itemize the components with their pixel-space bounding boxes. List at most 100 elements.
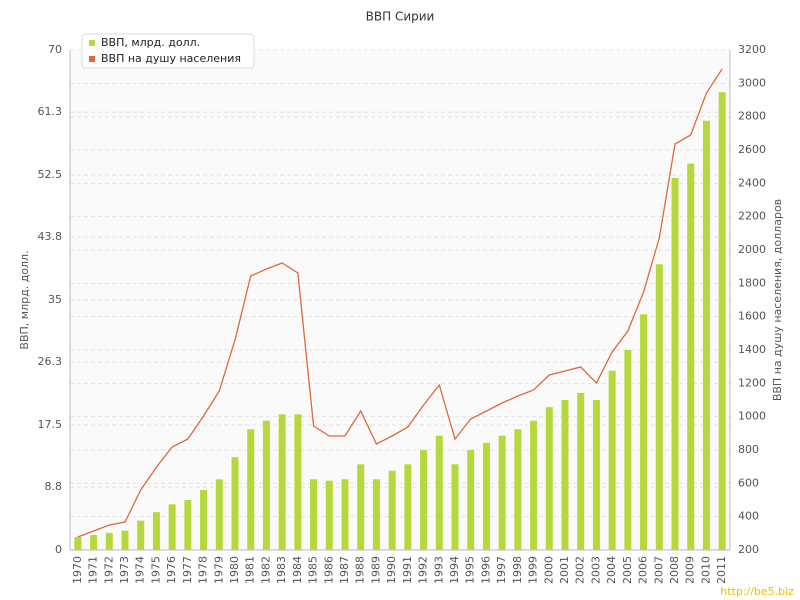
y-tick-label: 61.3 xyxy=(38,105,63,118)
y-tick-label: 26.3 xyxy=(38,355,63,368)
x-tick-label: 2008 xyxy=(668,556,681,584)
x-tick-label: 1975 xyxy=(149,556,162,584)
x-tick-label: 1983 xyxy=(275,556,288,584)
x-tick-label: 1984 xyxy=(291,556,304,584)
x-tick-label: 1995 xyxy=(464,556,477,584)
y-axis-label: ВВП, млрд. долл. xyxy=(18,250,31,349)
x-tick-label: 1992 xyxy=(417,556,430,584)
bar xyxy=(262,420,270,550)
y2-tick-label: 2000 xyxy=(738,243,766,256)
y2-tick-label: 1400 xyxy=(738,343,766,356)
y2-tick-label: 3000 xyxy=(738,76,766,89)
x-tick-label: 2002 xyxy=(574,556,587,584)
x-tick-label: 1981 xyxy=(244,556,257,584)
bar xyxy=(640,314,648,550)
x-tick-label: 2003 xyxy=(589,556,602,584)
x-tick-label: 1972 xyxy=(102,556,115,584)
bar xyxy=(200,490,208,550)
x-tick-label: 1994 xyxy=(448,556,461,584)
legend: ВВП, млрд. долл. ВВП на душу населения xyxy=(81,33,255,69)
bar xyxy=(530,420,538,550)
x-tick-label: 1997 xyxy=(495,556,508,584)
x-tick-label: 1978 xyxy=(197,556,210,584)
x-tick-label: 1998 xyxy=(511,556,524,584)
x-tick-label: 1973 xyxy=(118,556,131,584)
x-tick-label: 1987 xyxy=(338,556,351,584)
x-tick-label: 1971 xyxy=(87,556,100,584)
bar xyxy=(561,400,569,550)
bar xyxy=(341,479,349,550)
x-tick-label: 1977 xyxy=(181,556,194,584)
bar xyxy=(105,532,113,550)
bar xyxy=(121,530,129,550)
bar xyxy=(388,470,396,550)
y-tick-label: 35 xyxy=(48,293,62,306)
bar xyxy=(325,480,333,550)
bar xyxy=(404,464,412,550)
x-tick-label: 1996 xyxy=(479,556,492,584)
bar xyxy=(655,264,663,550)
bar xyxy=(372,479,380,550)
line xyxy=(77,68,723,538)
y-tick-label: 0 xyxy=(55,543,62,556)
x-tick-label: 1979 xyxy=(212,556,225,584)
bar xyxy=(435,435,443,550)
bar xyxy=(702,120,710,550)
bar xyxy=(215,479,223,550)
y-tick-label: 70 xyxy=(48,43,62,56)
bar xyxy=(545,407,553,550)
legend-swatch xyxy=(89,56,95,62)
x-tick-label: 2004 xyxy=(605,556,618,584)
bar xyxy=(577,392,585,550)
y2-tick-label: 3200 xyxy=(738,43,766,56)
y2-tick-label: 2200 xyxy=(738,210,766,223)
bar xyxy=(294,414,302,550)
x-tick-label: 2010 xyxy=(699,556,712,584)
x-tick-label: 2007 xyxy=(652,556,665,584)
bar xyxy=(357,464,365,550)
legend-swatch xyxy=(89,40,95,46)
legend-label: ВВП на душу населения xyxy=(101,52,241,65)
x-tick-label: 1993 xyxy=(432,556,445,584)
y-tick-label: 52.5 xyxy=(38,168,63,181)
legend-box xyxy=(81,33,255,69)
bar xyxy=(482,442,490,550)
x-tick-label: 1980 xyxy=(228,556,241,584)
y2-tick-label: 600 xyxy=(738,476,759,489)
bar xyxy=(310,479,318,550)
chart-title: ВВП Сирии xyxy=(366,10,435,24)
x-tick-label: 2000 xyxy=(542,556,555,584)
y2-axis-label: ВВП на душу населения, долларов xyxy=(771,199,784,401)
y-tick-label: 8.8 xyxy=(45,480,63,493)
bar xyxy=(608,370,616,550)
bar xyxy=(420,450,428,550)
bar xyxy=(152,512,160,550)
bar xyxy=(184,500,192,550)
y2-tick-label: 800 xyxy=(738,443,759,456)
watermark: http://be5.biz xyxy=(720,585,794,598)
bar xyxy=(231,457,239,550)
bar xyxy=(592,400,600,550)
x-tick-label: 1976 xyxy=(165,556,178,584)
bar xyxy=(247,429,255,550)
x-tick-label: 2001 xyxy=(558,556,571,584)
bar xyxy=(687,163,695,551)
y2-tick-label: 1200 xyxy=(738,376,766,389)
x-tick-label: 1988 xyxy=(354,556,367,584)
y2-tick-label: 2400 xyxy=(738,176,766,189)
x-tick-label: 1982 xyxy=(259,556,272,584)
x-tick-label: 1990 xyxy=(385,556,398,584)
y-tick-label: 43.8 xyxy=(38,230,63,243)
x-tick-label: 1974 xyxy=(134,556,147,584)
bar xyxy=(451,464,459,550)
bar xyxy=(671,177,679,550)
x-tick-label: 1986 xyxy=(322,556,335,584)
x-tick-label: 2009 xyxy=(684,556,697,584)
y2-tick-label: 200 xyxy=(738,543,759,556)
bar xyxy=(278,414,286,550)
bar xyxy=(90,535,98,550)
x-tick-label: 2005 xyxy=(621,556,634,584)
x-tick-label: 1989 xyxy=(369,556,382,584)
bar xyxy=(467,450,475,550)
y2-tick-label: 400 xyxy=(738,510,759,523)
